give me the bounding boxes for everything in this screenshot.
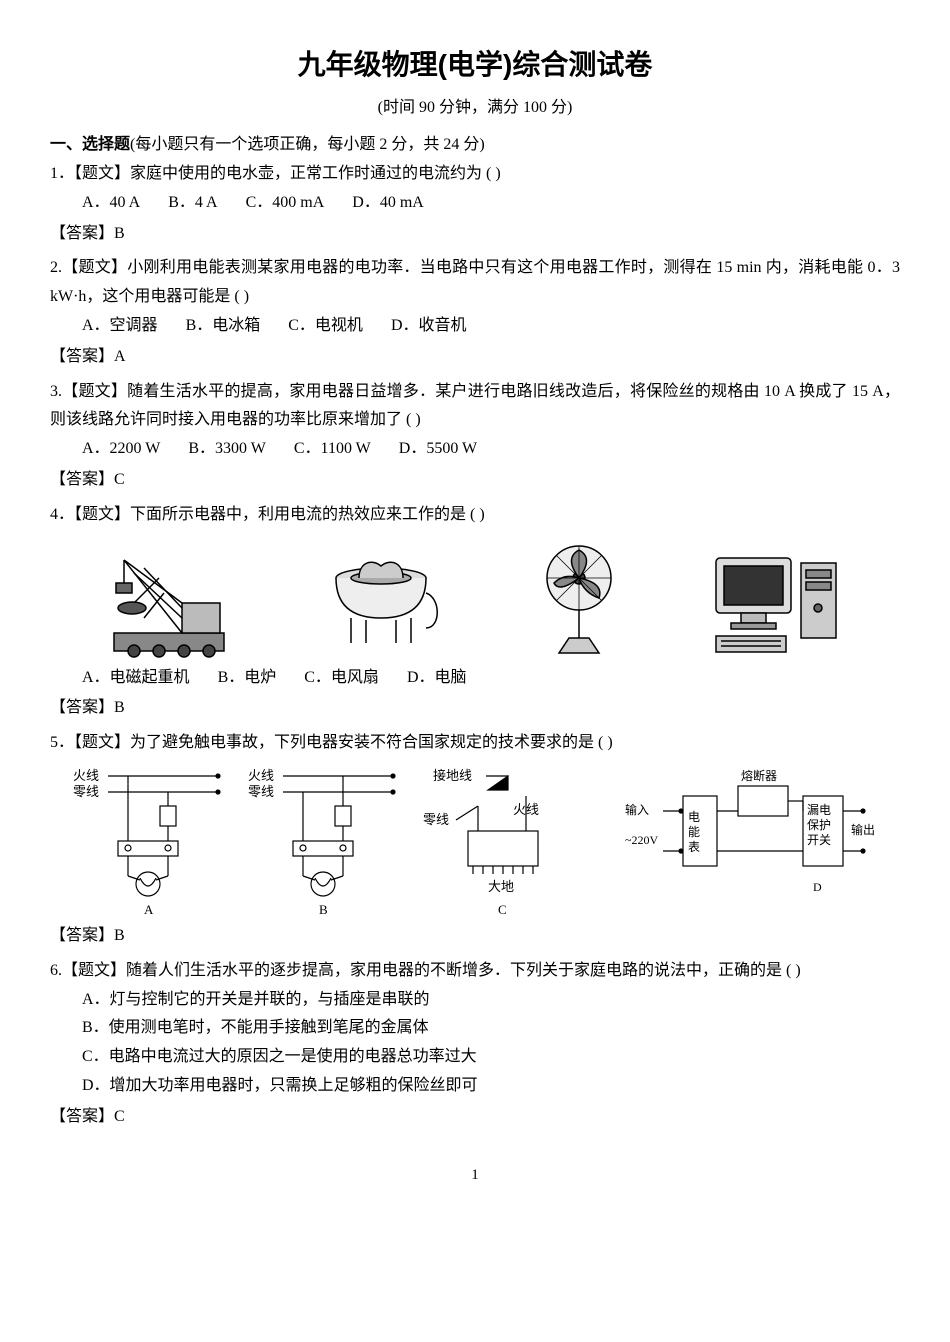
question-5: 5．【题文】为了避免触电事故，下列电器安装不符合国家规定的技术要求的是 ( ) … xyxy=(50,729,900,916)
v220-label: ~220V xyxy=(625,833,658,847)
svg-text:开关: 开关 xyxy=(807,833,831,847)
q1-options: A．40 A B．4 A C．400 mA D．40 mA xyxy=(50,189,900,218)
dianneng-label-3: 表 xyxy=(688,840,700,854)
q5-num: 5． xyxy=(50,734,74,751)
q6-opt-c: C．电路中电流过大的原因之一是使用的电器总功率过大 xyxy=(50,1043,900,1072)
exam-subtitle: (时间 90 分钟，满分 100 分) xyxy=(50,94,900,123)
q1-stem: 1．【题文】家庭中使用的电水壶，正常工作时通过的电流约为 ( ) xyxy=(50,160,900,189)
shuchu-label: 输出 xyxy=(851,822,875,837)
q3-stem: 3.【题文】随着生活水平的提高，家用电器日益增多．某户进行电路旧线改造后，将保险… xyxy=(50,378,900,436)
q6-stem: 6.【题文】随着人们生活水平的逐步提高，家用电器的不断增多．下列关于家庭电路的说… xyxy=(50,957,900,986)
q5-stem: 5．【题文】为了避免触电事故，下列电器安装不符合国家规定的技术要求的是 ( ) xyxy=(50,729,900,758)
circuit-c-icon: 接地线 零线 火线 大地 C xyxy=(418,766,608,916)
q3-options: A．2200 W B．3300 W C．1100 W D．5500 W xyxy=(50,435,900,464)
q5-text: 【题文】为了避免触电事故，下列电器安装不符合国家规定的技术要求的是 ( ) xyxy=(74,734,613,751)
svg-text:保护: 保护 xyxy=(807,818,831,832)
q3-opt-a: A．2200 W xyxy=(82,435,160,464)
circuit-a-icon: 火线 零线 A xyxy=(68,766,228,916)
q4-answer: 【答案】B xyxy=(50,694,900,723)
q2-options: A．空调器 B．电冰箱 C．电视机 D．收音机 xyxy=(50,312,900,341)
q1-opt-d: D．40 mA xyxy=(352,189,424,218)
question-6: 6.【题文】随着人们生活水平的逐步提高，家用电器的不断增多．下列关于家庭电路的说… xyxy=(50,957,900,1101)
q1-opt-b: B．4 A xyxy=(168,189,217,218)
q3-answer: 【答案】C xyxy=(50,466,900,495)
q4-num: 4． xyxy=(50,506,74,523)
q3-opt-d: D．5500 W xyxy=(399,435,477,464)
question-1: 1．【题文】家庭中使用的电水壶，正常工作时通过的电流约为 ( ) A．40 A … xyxy=(50,160,900,218)
q2-num: 2. xyxy=(50,259,62,276)
q4-opt-c: C．电风扇 xyxy=(304,664,379,693)
dianneng-label-2: 能 xyxy=(688,825,700,839)
q3-num: 3. xyxy=(50,383,62,400)
q2-answer: 【答案】A xyxy=(50,343,900,372)
q5-label-b: B xyxy=(319,902,328,916)
page-number: 1 xyxy=(50,1162,900,1189)
q2-text: 【题文】小刚利用电能表测某家用电器的电功率．当电路中只有这个用电器工作时，测得在… xyxy=(50,259,900,305)
q6-num: 6. xyxy=(50,962,62,979)
q6-options: A．灯与控制它的开关是并联的，与插座是串联的 B．使用测电笔时，不能用手接触到笔… xyxy=(50,986,900,1101)
q6-answer: 【答案】C xyxy=(50,1103,900,1132)
section-1-title: 一、选择题 xyxy=(50,136,130,153)
q4-figures xyxy=(50,538,900,658)
q3-opt-c: C．1100 W xyxy=(294,435,371,464)
computer-icon xyxy=(706,548,846,658)
dadi-label: 大地 xyxy=(488,879,514,894)
q1-num: 1． xyxy=(50,165,74,182)
q1-text: 【题文】家庭中使用的电水壶，正常工作时通过的电流约为 ( ) xyxy=(74,165,501,182)
jiedixian-label: 接地线 xyxy=(433,768,472,783)
crane-icon xyxy=(104,548,244,658)
q4-opt-a: A．电磁起重机 xyxy=(82,664,190,693)
q5-answer: 【答案】B xyxy=(50,922,900,951)
q6-opt-d: D．增加大功率用电器时，只需换上足够粗的保险丝即可 xyxy=(50,1072,900,1101)
q1-opt-c: C．400 mA xyxy=(246,189,325,218)
q6-opt-b: B．使用测电笔时，不能用手接触到笔尾的金属体 xyxy=(50,1014,900,1043)
q2-opt-a: A．空调器 xyxy=(82,312,158,341)
section-1-header: 一、选择题(每小题只有一个选项正确，每小题 2 分，共 24 分) xyxy=(50,131,900,160)
circuit-b-icon: 火线 零线 B xyxy=(243,766,403,916)
q4-opt-b: B．电炉 xyxy=(218,664,277,693)
q4-text: 【题文】下面所示电器中，利用电流的热效应来工作的是 ( ) xyxy=(74,506,485,523)
q6-text: 【题文】随着人们生活水平的逐步提高，家用电器的不断增多．下列关于家庭电路的说法中… xyxy=(62,962,801,979)
circuit-d-icon: 输入 ~220V 电 能 表 熔断器 漏电 保护 开关 输出 D xyxy=(623,766,883,916)
question-3: 3.【题文】随着生活水平的提高，家用电器日益增多．某户进行电路旧线改造后，将保险… xyxy=(50,378,900,464)
lingxian-label: 零线 xyxy=(73,784,99,799)
rongduan-label: 熔断器 xyxy=(741,768,777,783)
question-2: 2.【题文】小刚利用电能表测某家用电器的电功率．当电路中只有这个用电器工作时，测… xyxy=(50,254,900,340)
section-1-note: (每小题只有一个选项正确，每小题 2 分，共 24 分) xyxy=(130,136,485,153)
huoxian-label: 火线 xyxy=(248,768,274,783)
q5-figures: 火线 零线 A 火线 零线 xyxy=(50,766,900,916)
q1-answer: 【答案】B xyxy=(50,220,900,249)
q5-label-c: C xyxy=(498,902,507,916)
q4-options: A．电磁起重机 B．电炉 C．电风扇 D．电脑 xyxy=(50,664,900,693)
q1-opt-a: A．40 A xyxy=(82,189,140,218)
q2-opt-d: D．收音机 xyxy=(391,312,467,341)
dianneng-label-1: 电 xyxy=(688,810,700,824)
q5-label-a: A xyxy=(144,902,154,916)
huoxian-label: 火线 xyxy=(73,768,99,783)
q2-opt-b: B．电冰箱 xyxy=(186,312,261,341)
shuru-label: 输入 xyxy=(625,802,649,817)
q4-opt-d: D．电脑 xyxy=(407,664,467,693)
question-4: 4．【题文】下面所示电器中，利用电流的热效应来工作的是 ( ) xyxy=(50,501,900,693)
fan-icon xyxy=(519,538,639,658)
q3-opt-b: B．3300 W xyxy=(188,435,266,464)
lingxian-label: 零线 xyxy=(248,784,274,799)
stove-icon xyxy=(311,548,451,658)
lingxian-label: 零线 xyxy=(423,812,449,827)
q2-opt-c: C．电视机 xyxy=(288,312,363,341)
exam-title: 九年级物理(电学)综合测试卷 xyxy=(50,40,900,90)
q3-text: 【题文】随着生活水平的提高，家用电器日益增多．某户进行电路旧线改造后，将保险丝的… xyxy=(50,383,900,429)
q5-label-d: D xyxy=(813,880,822,894)
svg-text:漏电: 漏电 xyxy=(807,803,831,817)
q4-stem: 4．【题文】下面所示电器中，利用电流的热效应来工作的是 ( ) xyxy=(50,501,900,530)
q2-stem: 2.【题文】小刚利用电能表测某家用电器的电功率．当电路中只有这个用电器工作时，测… xyxy=(50,254,900,312)
q6-opt-a: A．灯与控制它的开关是并联的，与插座是串联的 xyxy=(50,986,900,1015)
